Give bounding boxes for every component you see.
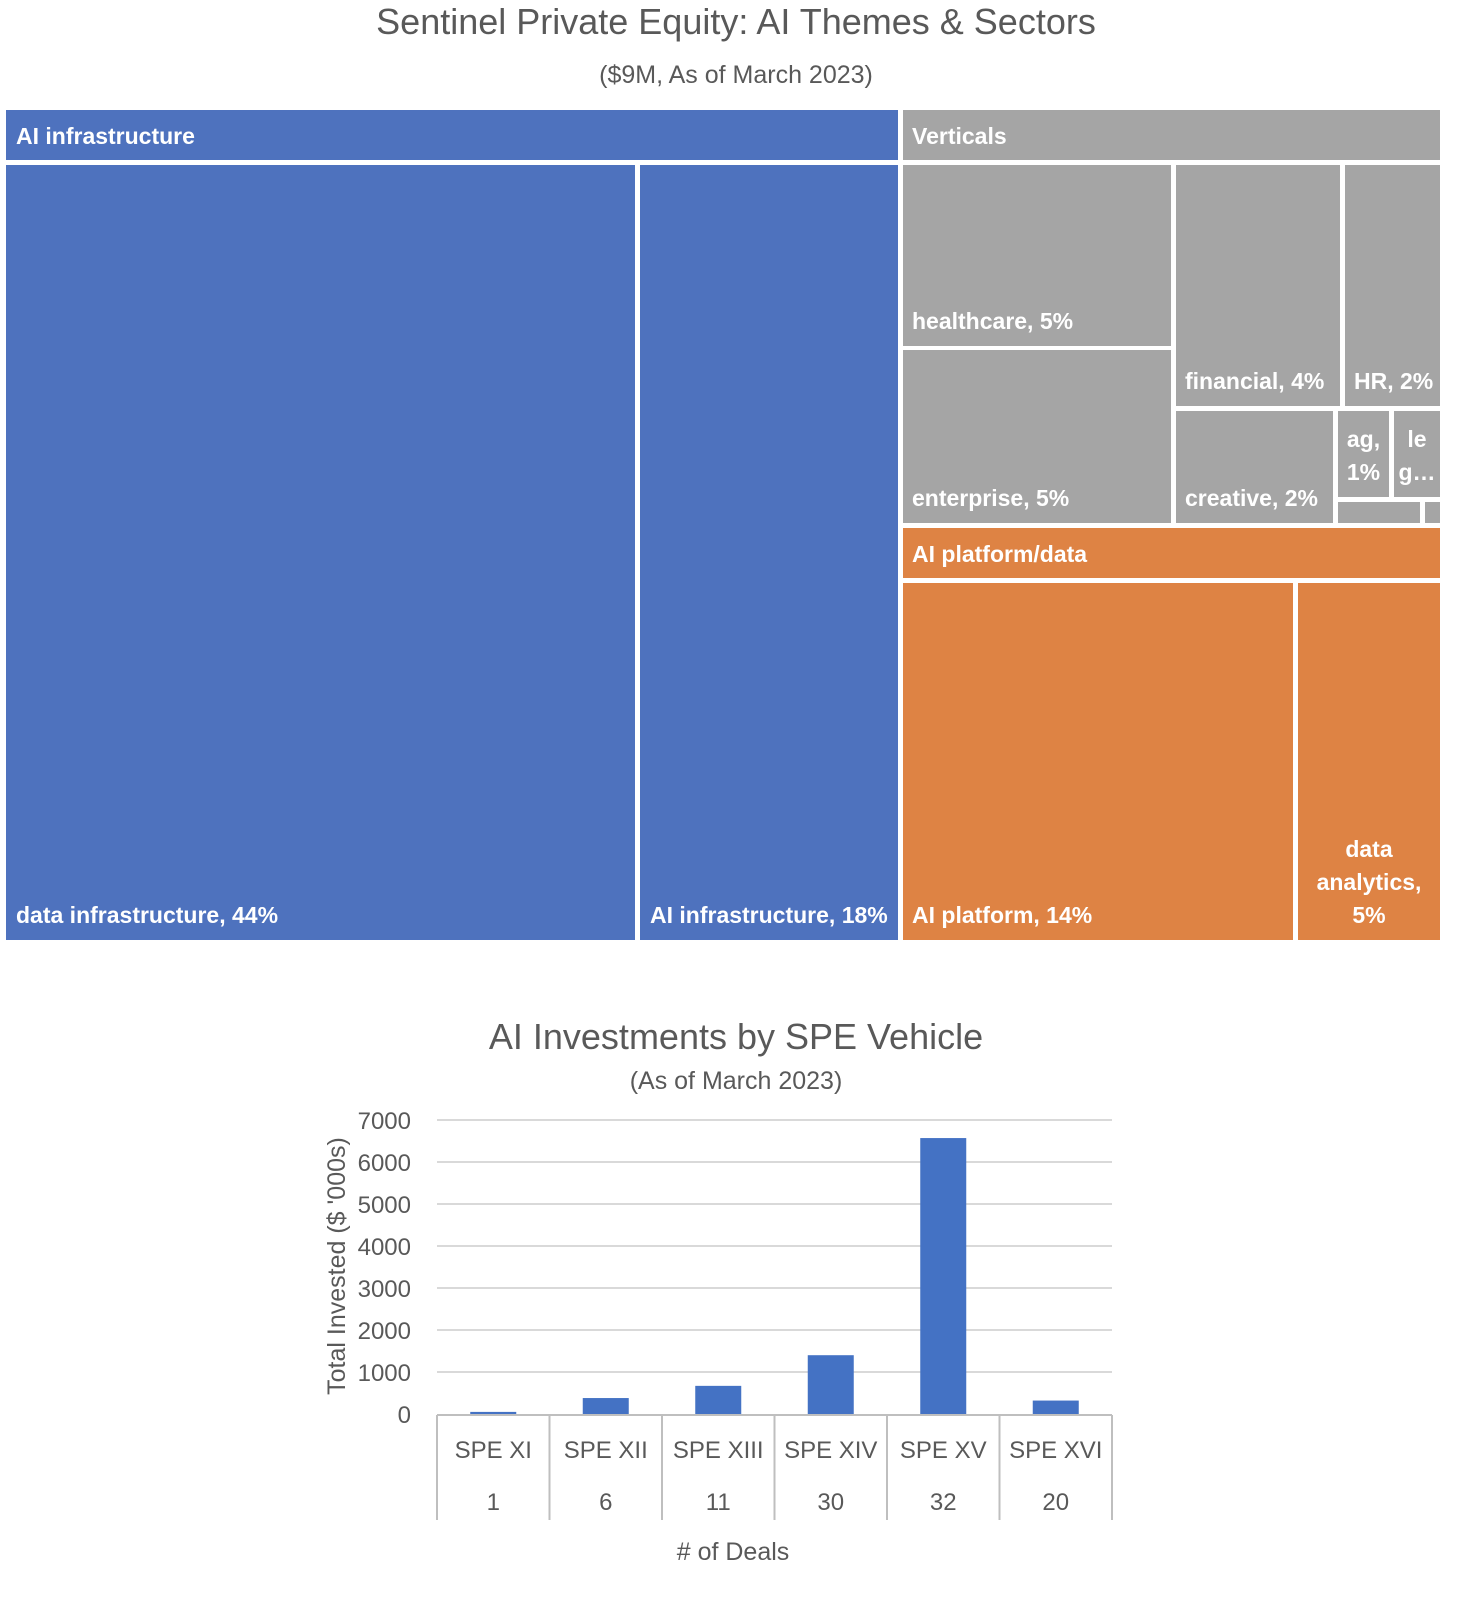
tile-hr: HR, 2% bbox=[1345, 165, 1440, 406]
x-category-label: SPE XIII bbox=[673, 1437, 764, 1464]
y-tick-label: 1000 bbox=[358, 1360, 411, 1387]
y-tick-label: 4000 bbox=[358, 1234, 411, 1261]
tile-enterprise: enterprise, 5% bbox=[903, 350, 1171, 523]
tile-creative: creative, 2% bbox=[1176, 411, 1333, 523]
x-category-label: SPE XII bbox=[564, 1437, 648, 1464]
y-axis-label: Total Invested ($ '000s) bbox=[323, 1137, 351, 1395]
bar-chart-title: AI Investments by SPE Vehicle bbox=[488, 1016, 984, 1057]
tile-label: data analytics, 5% bbox=[1316, 836, 1422, 928]
x-category-label: SPE XV bbox=[900, 1437, 987, 1464]
group-label: AI infrastructure bbox=[16, 123, 195, 149]
tile-label: data infrastructure, 44% bbox=[16, 902, 279, 928]
bar bbox=[695, 1385, 742, 1414]
tile-label: financial, 4% bbox=[1185, 368, 1325, 394]
tile-small-1 bbox=[1338, 502, 1420, 523]
tile-label: creative, 2% bbox=[1185, 485, 1318, 511]
x-category-label: SPE XI bbox=[455, 1437, 532, 1464]
group-header-ai-infrastructure: AI infrastructure bbox=[6, 110, 898, 160]
y-tick-label: 0 bbox=[398, 1402, 411, 1429]
y-tick-label: 5000 bbox=[358, 1192, 411, 1219]
tile-data-infrastructure: data infrastructure, 44% bbox=[6, 165, 635, 940]
bar bbox=[582, 1398, 629, 1414]
x-axis-label: # of Deals bbox=[677, 1538, 790, 1566]
bar bbox=[1032, 1400, 1079, 1414]
x-category-label: SPE XVI bbox=[1009, 1437, 1102, 1464]
y-tick-label: 6000 bbox=[358, 1150, 411, 1177]
bar bbox=[470, 1411, 517, 1414]
y-tick-label: 7000 bbox=[358, 1108, 411, 1135]
bar bbox=[920, 1138, 967, 1414]
tile-healthcare: healthcare, 5% bbox=[903, 165, 1171, 346]
group-label: AI platform/data bbox=[912, 541, 1088, 567]
treemap-title: Sentinel Private Equity: AI Themes & Sec… bbox=[376, 1, 1096, 42]
tile-label: le g… bbox=[1398, 426, 1436, 485]
tile-label: HR, 2% bbox=[1354, 368, 1434, 394]
tile-label: healthcare, 5% bbox=[912, 308, 1074, 334]
tile-label: enterprise, 5% bbox=[912, 485, 1070, 511]
deal-count-label: 6 bbox=[599, 1489, 612, 1516]
deal-count-label: 1 bbox=[487, 1489, 500, 1516]
tile-data-analytics: data analytics, 5% bbox=[1298, 583, 1440, 940]
deal-count-label: 11 bbox=[706, 1489, 731, 1516]
tile-label: AI infrastructure, 18% bbox=[650, 902, 888, 928]
deal-count-label: 20 bbox=[1042, 1489, 1069, 1516]
tile-ag: ag, 1% bbox=[1338, 411, 1389, 497]
bar-chart-subtitle: (As of March 2023) bbox=[629, 1067, 843, 1095]
tile-label: AI platform, 14% bbox=[912, 902, 1093, 928]
group-header-verticals: Verticals bbox=[903, 110, 1440, 160]
group-header-ai-platform-data: AI platform/data bbox=[903, 528, 1440, 578]
tile-financial: financial, 4% bbox=[1176, 165, 1340, 406]
y-tick-label: 2000 bbox=[358, 1318, 411, 1345]
deal-count-label: 32 bbox=[930, 1489, 957, 1516]
deal-count-label: 30 bbox=[817, 1489, 844, 1516]
x-category-label: SPE XIV bbox=[784, 1437, 877, 1464]
tile-small-2 bbox=[1425, 502, 1440, 523]
tile-ai-infrastructure: AI infrastructure, 18% bbox=[640, 165, 898, 940]
tile-legal: le g… bbox=[1394, 411, 1440, 497]
group-label: Verticals bbox=[912, 123, 1007, 149]
treemap-subtitle: ($9M, As of March 2023) bbox=[599, 61, 873, 89]
tile-label: ag, 1% bbox=[1346, 426, 1381, 485]
y-tick-label: 3000 bbox=[358, 1276, 411, 1303]
bar bbox=[807, 1355, 854, 1414]
tile-ai-platform: AI platform, 14% bbox=[903, 583, 1293, 940]
